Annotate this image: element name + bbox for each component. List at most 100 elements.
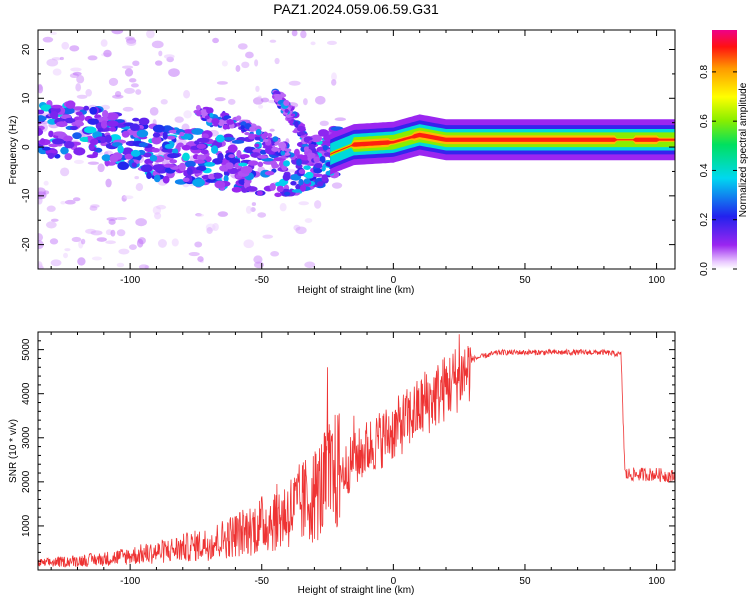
- heatmap-noise-cell: [235, 64, 241, 72]
- heatmap-ridge-cell: [196, 165, 207, 172]
- heatmap-noise-cell: [270, 251, 280, 257]
- heatmap-noise-cell: [160, 99, 168, 105]
- heatmap-noise-cell: [194, 241, 203, 248]
- heatmap-ridge-cell: [164, 144, 174, 149]
- heatmap-noise-cell: [245, 51, 254, 59]
- heatmap-branch-cell: [195, 110, 202, 117]
- heatmap-ridge-cell: [254, 143, 260, 148]
- heatmap-ridge-cell: [78, 113, 85, 122]
- heatmap-branch-cell: [284, 108, 289, 113]
- x-tick-label: 50: [519, 576, 531, 587]
- heatmap-noise-cell: [87, 55, 98, 61]
- heatmap-noise-cell: [72, 197, 81, 202]
- heatmap-branch-cell: [218, 119, 225, 127]
- heatmap-branch-cell: [240, 125, 245, 130]
- heatmap-noise-cell: [124, 68, 134, 77]
- x-tick-label: -50: [255, 275, 270, 286]
- heatmap-branch-cell: [226, 119, 234, 125]
- heatmap-noise-cell: [43, 180, 49, 186]
- heatmap-noise-cell: [132, 60, 140, 67]
- heatmap-branch-cell: [308, 143, 316, 150]
- heatmap-ridge-cell: [181, 144, 191, 151]
- heatmap-noise-cell: [70, 67, 82, 72]
- heatmap-noise-cell: [118, 248, 130, 255]
- heatmap-ridge-cell: [151, 147, 160, 153]
- heatmap-ridge-cell: [320, 165, 326, 172]
- heatmap-branch-cell: [296, 125, 306, 132]
- heatmap-noise-cell: [279, 203, 287, 212]
- heatmap-branch-cell: [271, 146, 280, 152]
- heatmap-band-layer: [330, 132, 675, 155]
- heatmap-noise-cell: [112, 94, 124, 99]
- heatmap-branch-cell: [272, 136, 279, 142]
- heatmap-ridge-cell: [196, 143, 207, 150]
- heatmap-ridge-cell: [38, 109, 45, 115]
- x-tick-label: 100: [648, 275, 665, 286]
- heatmap-noise-cell: [157, 239, 167, 248]
- heatmap-noise-cell: [149, 106, 159, 116]
- heatmap-ridge-cell: [75, 111, 83, 116]
- heatmap-noise-cell: [197, 256, 204, 263]
- y-tick-label: 1000: [21, 514, 32, 537]
- heatmap-noise-cell: [46, 58, 59, 67]
- heatmap-ridge-cell: [84, 126, 97, 134]
- heatmap-noise-cell: [304, 261, 316, 268]
- heatmap-ridge-cell: [184, 160, 196, 168]
- heatmap-ridge-cell: [322, 144, 328, 151]
- x-tick-label: 0: [391, 576, 397, 587]
- heatmap-ridge-cell: [261, 157, 274, 162]
- heatmap-ridge-cell: [215, 134, 225, 143]
- heatmap-noise-cell: [105, 240, 116, 245]
- heatmap-ridge-cell: [124, 153, 134, 160]
- heatmap-ridge-cell: [239, 154, 250, 159]
- heatmap-ridge-cell: [47, 152, 55, 159]
- heatmap-noise-cell: [50, 259, 62, 267]
- heatmap-branch-cell: [303, 146, 309, 152]
- colorbar-tick-label: 0.6: [699, 114, 710, 128]
- y-tick-label: 20: [21, 44, 32, 56]
- heatmap-noise-cell: [217, 211, 229, 217]
- heatmap-ridge-cell: [136, 129, 149, 138]
- heatmap-ridge-cell: [257, 161, 264, 168]
- heatmap-ridge-cell: [121, 147, 134, 156]
- heatmap-noise-cell: [168, 68, 180, 77]
- heatmap-noise-cell: [52, 68, 62, 76]
- snr-ticks: -100 -50 0 50 100 1000 2000 3000 4000 5000: [21, 331, 675, 587]
- heatmap-branch-cell: [209, 112, 214, 118]
- heatmap-noise-cell: [310, 41, 316, 46]
- heatmap-ridge-cell: [325, 170, 332, 176]
- heatmap-branch-cell: [313, 156, 320, 163]
- heatmap-ridge-cell: [290, 180, 297, 186]
- heatmap-ridge-cell: [178, 162, 186, 172]
- heatmap-ridge-cell: [283, 191, 291, 196]
- x-tick-label: -100: [120, 576, 140, 587]
- heatmap-noise-cell: [156, 204, 167, 210]
- heatmap-branch-cell: [244, 132, 250, 136]
- heatmap-ridge-cell: [153, 174, 161, 183]
- heatmap-noise-cell: [80, 238, 86, 245]
- heatmap-noise-cell: [135, 183, 144, 192]
- heatmap-noise-cell: [158, 50, 163, 57]
- heatmap-noise-cell: [76, 74, 85, 84]
- heatmap-ridge-cell: [117, 145, 124, 154]
- heatmap-noise-cell: [71, 236, 82, 243]
- heatmap-noise-cell: [121, 65, 134, 69]
- heatmap-branch-cell: [290, 113, 296, 117]
- heatmap-ridge-cell: [64, 140, 75, 149]
- heatmap-ridge-cell: [223, 175, 229, 182]
- heatmap-branch-cell: [283, 99, 290, 107]
- heatmap-ridge-cell: [274, 192, 282, 198]
- heatmap-ridge-cell: [316, 181, 324, 187]
- heatmap-ridge-cell: [264, 171, 275, 176]
- heatmap-noise-cell: [38, 261, 43, 269]
- heatmap-ridge-cell: [225, 162, 234, 170]
- heatmap-noise-cell: [111, 30, 124, 35]
- snr-series-line: [38, 334, 675, 568]
- heatmap-branch-cell: [294, 121, 299, 128]
- heatmap-ridge-cell: [104, 134, 112, 144]
- heatmap-ridge-cell: [69, 125, 78, 131]
- heatmap-noise-cell: [303, 98, 308, 106]
- heatmap-noise-cell: [42, 36, 54, 43]
- heatmap-noise-cell: [50, 218, 59, 222]
- heatmap-noise-cell: [221, 60, 228, 67]
